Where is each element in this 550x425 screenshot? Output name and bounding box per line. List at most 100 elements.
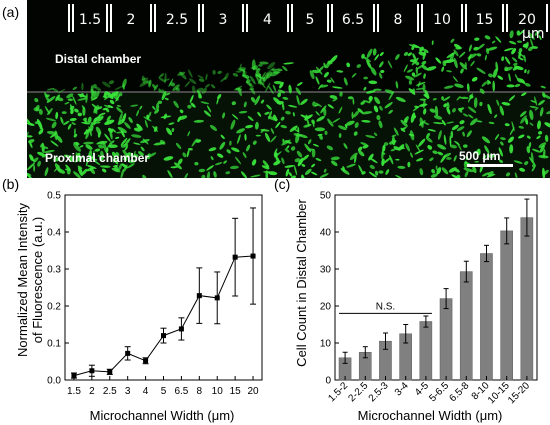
cell-mark <box>206 105 212 113</box>
cell-mark <box>102 81 111 88</box>
cell-mark <box>219 141 226 150</box>
cell-mark <box>382 157 391 164</box>
chart-c-ylabel: Cell Count in Distal Chamber <box>294 199 309 367</box>
cell-mark <box>208 147 217 152</box>
cell-mark <box>120 168 125 178</box>
cell-mark <box>507 136 515 143</box>
cell-mark <box>446 70 452 73</box>
cell-mark <box>295 87 301 95</box>
cell-mark <box>307 139 312 145</box>
cell-mark <box>258 63 263 67</box>
cell-mark <box>304 143 312 153</box>
cell-mark <box>351 111 354 119</box>
cell-mark <box>373 132 378 136</box>
cell-mark <box>294 158 301 163</box>
cell-mark <box>453 155 457 162</box>
cell-mark <box>242 152 247 159</box>
cell-mark <box>184 173 189 178</box>
cell-mark <box>358 164 364 175</box>
cell-mark <box>365 135 376 139</box>
cell-mark <box>378 72 383 79</box>
cell-mark <box>111 167 121 173</box>
cell-mark <box>486 46 498 51</box>
cell-mark <box>231 101 236 106</box>
cell-mark <box>240 171 248 178</box>
cell-mark <box>85 131 90 140</box>
cell-mark <box>513 160 523 164</box>
cell-mark <box>423 73 426 79</box>
cell-mark <box>519 110 527 117</box>
cell-mark <box>118 163 123 171</box>
cell-mark <box>164 97 169 101</box>
cell-mark <box>520 115 527 124</box>
cell-mark <box>216 97 219 105</box>
chart-c-xtick-label: 2.5-3 <box>367 380 391 404</box>
cell-mark <box>315 111 320 116</box>
cell-mark <box>389 155 394 165</box>
cell-mark <box>431 168 436 174</box>
cell-mark <box>330 156 340 161</box>
cell-mark <box>484 35 491 40</box>
cell-mark <box>277 92 282 98</box>
cell-mark <box>368 153 374 161</box>
cell-mark <box>426 132 431 138</box>
cell-mark <box>201 87 207 94</box>
cell-mark <box>468 44 472 52</box>
cell-mark <box>353 131 358 136</box>
cell-mark <box>301 163 306 167</box>
cell-mark <box>395 174 403 178</box>
cell-mark <box>358 150 365 157</box>
cell-mark <box>481 81 488 87</box>
cell-mark <box>238 87 242 97</box>
cell-mark <box>292 112 295 117</box>
cell-mark <box>138 151 144 156</box>
cell-mark <box>429 157 434 162</box>
cell-mark <box>111 128 117 133</box>
cell-mark <box>274 148 278 155</box>
chart-b-point <box>161 333 166 339</box>
cell-mark <box>296 95 300 106</box>
cell-mark <box>249 75 256 85</box>
cell-mark <box>72 86 77 90</box>
cell-mark <box>46 96 56 103</box>
cell-mark <box>351 72 357 78</box>
cell-mark <box>495 36 502 43</box>
cell-mark <box>446 101 450 109</box>
chart-b-point <box>71 373 77 379</box>
cell-mark <box>454 140 460 146</box>
cell-mark <box>498 159 504 163</box>
cell-mark <box>103 91 108 98</box>
cell-mark <box>251 159 257 166</box>
cell-mark <box>509 127 515 136</box>
cell-mark <box>200 101 210 105</box>
cell-mark <box>536 135 541 140</box>
cell-mark <box>246 81 253 87</box>
cell-mark <box>400 127 406 133</box>
cell-mark <box>94 107 98 115</box>
cell-mark <box>426 66 437 71</box>
cell-mark <box>479 88 485 94</box>
cell-mark <box>327 60 333 65</box>
channel-divider <box>150 4 152 32</box>
cell-mark <box>124 146 128 151</box>
cell-mark <box>160 89 165 94</box>
cell-mark <box>168 78 174 88</box>
cell-mark <box>385 169 390 175</box>
cell-mark <box>312 120 315 128</box>
cell-mark <box>320 105 327 114</box>
cell-mark <box>250 97 256 103</box>
cell-mark <box>146 114 150 120</box>
cell-mark <box>488 121 495 125</box>
cell-mark <box>234 156 242 165</box>
cell-mark <box>435 165 438 171</box>
cell-mark <box>76 141 79 146</box>
cell-mark <box>462 113 469 117</box>
cell-mark <box>281 102 285 111</box>
cell-mark <box>35 104 40 112</box>
cell-mark <box>476 120 483 123</box>
cell-mark <box>275 156 280 163</box>
channel-divider <box>506 4 508 32</box>
channel-divider <box>202 4 204 32</box>
cell-mark <box>144 119 148 128</box>
cell-mark <box>437 130 442 140</box>
